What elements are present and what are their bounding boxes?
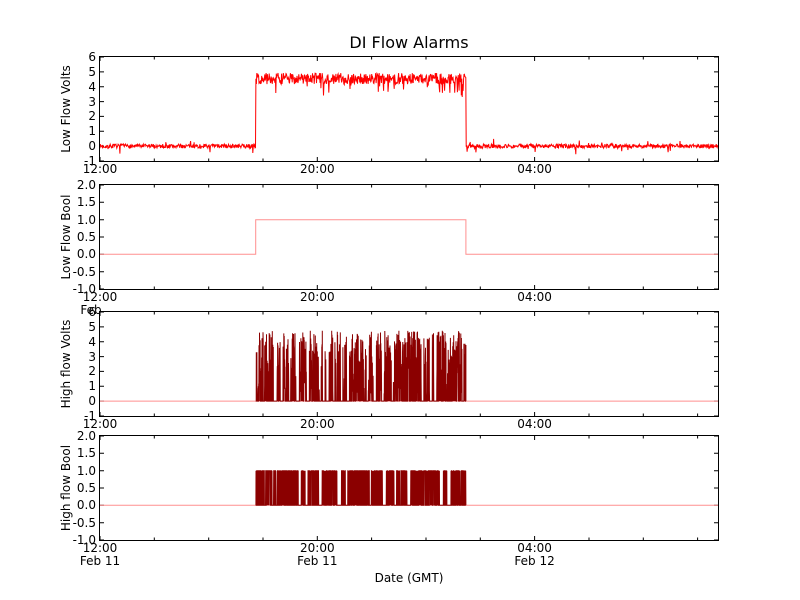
subplot-4-frame bbox=[99, 435, 719, 541]
y-tick-label: 4 bbox=[88, 334, 96, 349]
y-axis-label-subplot-2: Low Flow Bool bbox=[59, 194, 73, 280]
date-label: Feb 11 bbox=[297, 554, 338, 568]
subplot-3-plot-area bbox=[100, 312, 718, 416]
partial-date-label: Feb bbox=[80, 303, 102, 317]
x-tick-label: 12:00 bbox=[82, 290, 118, 304]
tick-marks bbox=[100, 312, 718, 416]
x-tick-label: 04:00 bbox=[517, 417, 552, 431]
y-axis-label-subplot-4: High flow Bool bbox=[59, 444, 73, 532]
tick-marks bbox=[100, 57, 718, 161]
y-tick-label: -0.5 bbox=[72, 264, 96, 279]
y-tick-label: 1 bbox=[88, 379, 96, 394]
x-tick-label: 04:00 bbox=[517, 541, 552, 555]
y-tick-label: 0.5 bbox=[76, 481, 96, 495]
y-tick-label: 1 bbox=[88, 124, 96, 139]
figure-title: DI Flow Alarms bbox=[349, 33, 469, 52]
y-axis-label-subplot-1: Low Flow Volts bbox=[59, 65, 73, 153]
x-tick-label: 20:00 bbox=[300, 290, 335, 304]
subplot-2-frame bbox=[99, 184, 719, 290]
subplot-2-plot-area bbox=[100, 185, 718, 289]
x-tick-label: 20:00 bbox=[300, 541, 335, 555]
y-tick-label: 0 bbox=[88, 394, 96, 409]
subplot-4-plot-area bbox=[100, 436, 718, 540]
y-tick-label: 0 bbox=[88, 139, 96, 154]
y-tick-label: -1 bbox=[84, 409, 96, 423]
y-tick-label: 2.0 bbox=[76, 429, 96, 443]
y-tick-label: 4 bbox=[88, 79, 96, 94]
y-tick-label: 0.5 bbox=[76, 230, 96, 244]
low-flow-volts-line bbox=[100, 71, 718, 155]
y-tick-label: 2.0 bbox=[76, 178, 96, 192]
y-tick-label: 2 bbox=[88, 109, 96, 124]
y-tick-label: 1.0 bbox=[76, 463, 96, 478]
y-tick-label: 6 bbox=[88, 50, 96, 64]
date-label: Feb 11 bbox=[79, 554, 121, 568]
y-tick-label: 1.0 bbox=[76, 212, 96, 227]
y-tick-label: -1 bbox=[84, 154, 96, 168]
high-flow-bool-line bbox=[255, 470, 467, 506]
y-tick-label: 1.5 bbox=[76, 195, 96, 210]
x-tick-label: 20:00 bbox=[300, 162, 335, 176]
y-tick-label: -1.0 bbox=[72, 533, 96, 547]
y-axis-label-subplot-3: High flow Volts bbox=[59, 319, 73, 409]
x-tick-label: 04:00 bbox=[517, 162, 552, 176]
y-tick-label: 1.5 bbox=[76, 446, 96, 461]
high-flow-volts-line bbox=[255, 330, 467, 402]
y-tick-label: -1.0 bbox=[72, 282, 96, 296]
x-tick-label: 04:00 bbox=[517, 290, 552, 304]
date-label: Feb 12 bbox=[514, 554, 555, 568]
y-tick-label: 3 bbox=[88, 349, 96, 364]
y-tick-label: 5 bbox=[88, 64, 96, 79]
x-axis-title: Date (GMT) bbox=[374, 571, 444, 585]
y-tick-label: 0.0 bbox=[76, 498, 96, 513]
x-tick-label: 12:00 bbox=[82, 541, 118, 555]
low-flow-bool-line bbox=[100, 219, 718, 255]
tick-marks bbox=[100, 436, 718, 540]
x-tick-label: 20:00 bbox=[300, 417, 335, 431]
subplot-1-plot-area bbox=[100, 57, 718, 161]
y-tick-label: 2 bbox=[88, 364, 96, 379]
x-tick-label: 12:00 bbox=[82, 162, 118, 176]
y-tick-label: 3 bbox=[88, 94, 96, 109]
y-tick-label: 0.0 bbox=[76, 247, 96, 262]
x-tick-label: 12:00 bbox=[82, 417, 118, 431]
y-tick-label: -0.5 bbox=[72, 515, 96, 530]
y-tick-label: 6 bbox=[88, 305, 96, 319]
y-tick-label: 5 bbox=[88, 319, 96, 334]
tick-marks bbox=[100, 185, 718, 289]
